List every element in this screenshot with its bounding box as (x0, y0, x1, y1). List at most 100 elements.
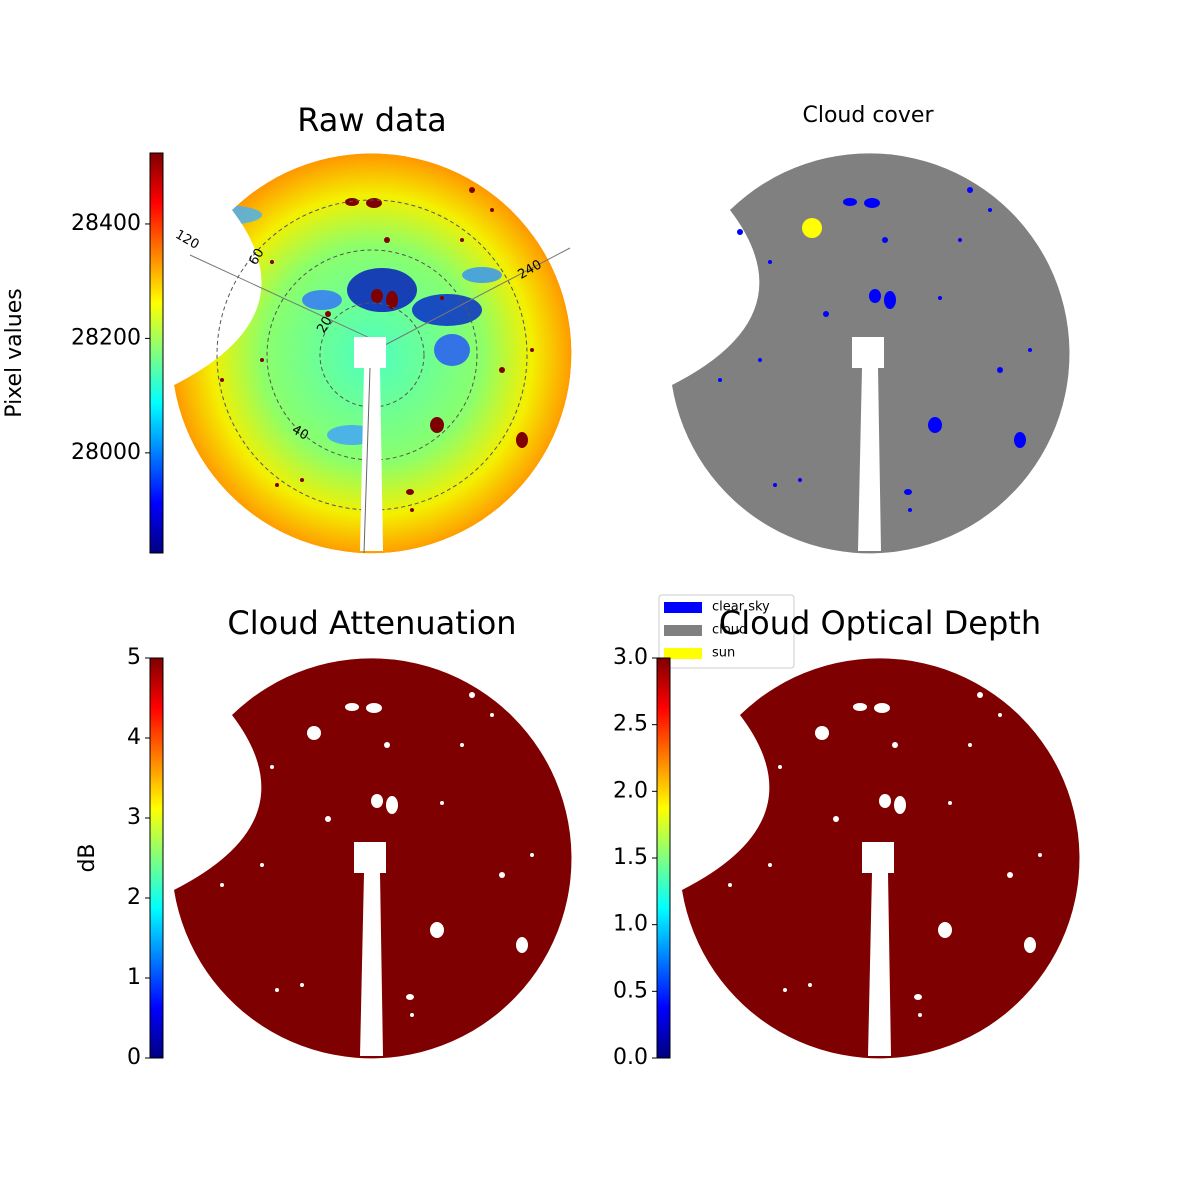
no-data-hole (384, 742, 390, 748)
legend-patch (664, 648, 702, 659)
raw-speck (386, 291, 398, 309)
no-data-hole (366, 703, 382, 713)
no-data-hole (499, 872, 505, 878)
raw-speck (406, 489, 414, 495)
polar-label: 20 (314, 314, 335, 336)
raw-speck (220, 378, 224, 382)
colorbar-tick-label: 1 (127, 965, 141, 990)
panel-title: Raw data (297, 101, 447, 139)
raw-speck (371, 289, 383, 303)
raw-speck (345, 198, 359, 206)
colorbar (656, 657, 671, 1059)
sky-image (682, 658, 1080, 1059)
legend-label: sun (712, 646, 735, 661)
no-data-hole (728, 883, 732, 887)
no-data-hole (938, 922, 952, 938)
raw-speck (325, 311, 331, 317)
colorbar-tick-label: 28400 (71, 211, 141, 236)
panel-title: Cloud cover (803, 103, 935, 128)
no-data-hole (948, 801, 952, 805)
sun-marker (802, 218, 822, 238)
no-data-hole (430, 922, 444, 938)
clear-sky-patch (823, 311, 829, 317)
clear-sky-patch (869, 289, 881, 303)
raw-speck (460, 238, 464, 242)
mask-strip (852, 337, 884, 551)
raw-blob (462, 267, 502, 283)
raw-blob (412, 294, 482, 326)
clear-sky-patch (908, 508, 912, 512)
raw-speck (300, 478, 304, 482)
no-data-hole (516, 937, 528, 953)
colorbar-tick-label: 5 (127, 645, 141, 670)
colorbar (149, 152, 164, 554)
clear-sky-patch (882, 237, 888, 243)
clear-sky-patch (958, 238, 962, 242)
raw-speck (469, 187, 475, 193)
no-data-hole (325, 816, 331, 822)
no-data-hole (968, 743, 972, 747)
no-data-hole (808, 983, 812, 987)
clear-sky-patch (768, 260, 772, 264)
colorbar-label: dB (75, 843, 100, 872)
no-data-hole (918, 1013, 922, 1017)
clear-sky-patch (967, 187, 973, 193)
raw-blob (302, 290, 342, 310)
colorbar-tick-label: 0 (127, 1045, 141, 1070)
clear-sky-patch (938, 296, 942, 300)
clear-sky-patch (773, 483, 777, 487)
no-data-hole (1038, 853, 1042, 857)
no-data-hole (275, 988, 279, 992)
no-data-hole (892, 742, 898, 748)
no-data-hole (914, 994, 922, 1000)
clear-sky-patch (843, 198, 857, 206)
colorbar-tick-label: 1.0 (613, 912, 648, 937)
raw-speck (410, 508, 414, 512)
clear-sky-patch (884, 291, 896, 309)
no-data-hole (469, 692, 475, 698)
raw-speck (490, 208, 494, 212)
clear-sky-patch (864, 198, 880, 208)
no-data-hole (386, 796, 398, 814)
polar-line (189, 254, 386, 346)
clear-sky-patch (1014, 432, 1026, 448)
colorbar-tick-label: 2.5 (613, 712, 648, 737)
polar-circle (216, 199, 528, 511)
no-data-hole (239, 734, 245, 740)
sky-image (174, 658, 572, 1059)
colorbar-tick-label: 28000 (71, 440, 141, 465)
polar-circle (319, 302, 425, 408)
colorbar-label: Pixel values (2, 288, 27, 417)
raw-speck (260, 358, 264, 362)
no-data-hole (768, 863, 772, 867)
no-data-hole (783, 988, 787, 992)
polar-label: 60 (246, 246, 267, 268)
no-data-hole (1007, 872, 1013, 878)
raw-blob (182, 205, 262, 225)
raw-blob (434, 334, 470, 366)
no-data-hole (300, 983, 304, 987)
raw-speck (239, 229, 245, 235)
no-data-hole (747, 734, 753, 740)
no-data-hole (460, 743, 464, 747)
mask-strip (354, 842, 386, 1056)
no-data-hole (270, 765, 274, 769)
clear-sky-patch (997, 367, 1003, 373)
raw-speck (366, 198, 382, 208)
no-data-hole (410, 1013, 414, 1017)
no-data-hole (490, 713, 494, 717)
raw-speck (270, 260, 274, 264)
no-data-hole (1024, 937, 1036, 953)
no-data-hole (220, 883, 224, 887)
no-data-hole (440, 801, 444, 805)
raw-speck (516, 432, 528, 448)
raw-speck (530, 348, 534, 352)
colorbar-tick-label: 0.5 (613, 978, 648, 1003)
legend: clear sky cloud sun (658, 594, 795, 669)
colorbar (149, 657, 164, 1059)
colorbar-tick-label: 4 (127, 725, 141, 750)
no-data-hole (977, 692, 983, 698)
colorbar-tick-label: 0.0 (613, 1045, 648, 1070)
clear-sky-patch (904, 489, 912, 495)
